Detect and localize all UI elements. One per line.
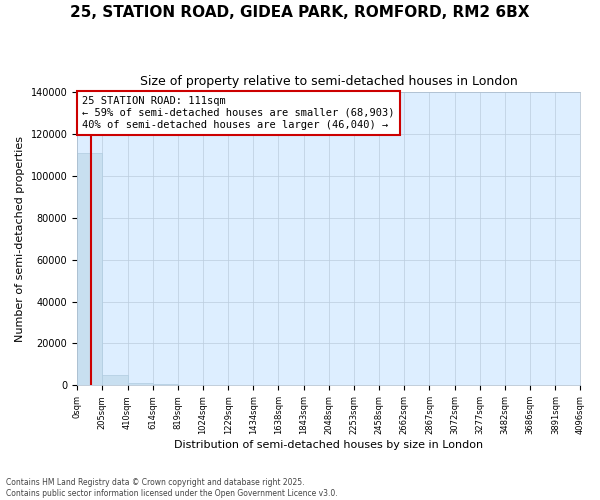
Bar <box>77 152 103 386</box>
X-axis label: Distribution of semi-detached houses by size in London: Distribution of semi-detached houses by … <box>174 440 484 450</box>
Text: 25 STATION ROAD: 111sqm
← 59% of semi-detached houses are smaller (68,903)
40% o: 25 STATION ROAD: 111sqm ← 59% of semi-de… <box>82 96 395 130</box>
Bar <box>178 385 203 386</box>
Bar <box>152 384 178 386</box>
Y-axis label: Number of semi-detached properties: Number of semi-detached properties <box>15 136 25 342</box>
Text: 25, STATION ROAD, GIDEA PARK, ROMFORD, RM2 6BX: 25, STATION ROAD, GIDEA PARK, ROMFORD, R… <box>70 5 530 20</box>
Text: Contains HM Land Registry data © Crown copyright and database right 2025.
Contai: Contains HM Land Registry data © Crown c… <box>6 478 338 498</box>
Title: Size of property relative to semi-detached houses in London: Size of property relative to semi-detach… <box>140 75 518 88</box>
Bar <box>103 375 128 386</box>
Bar <box>128 383 152 386</box>
